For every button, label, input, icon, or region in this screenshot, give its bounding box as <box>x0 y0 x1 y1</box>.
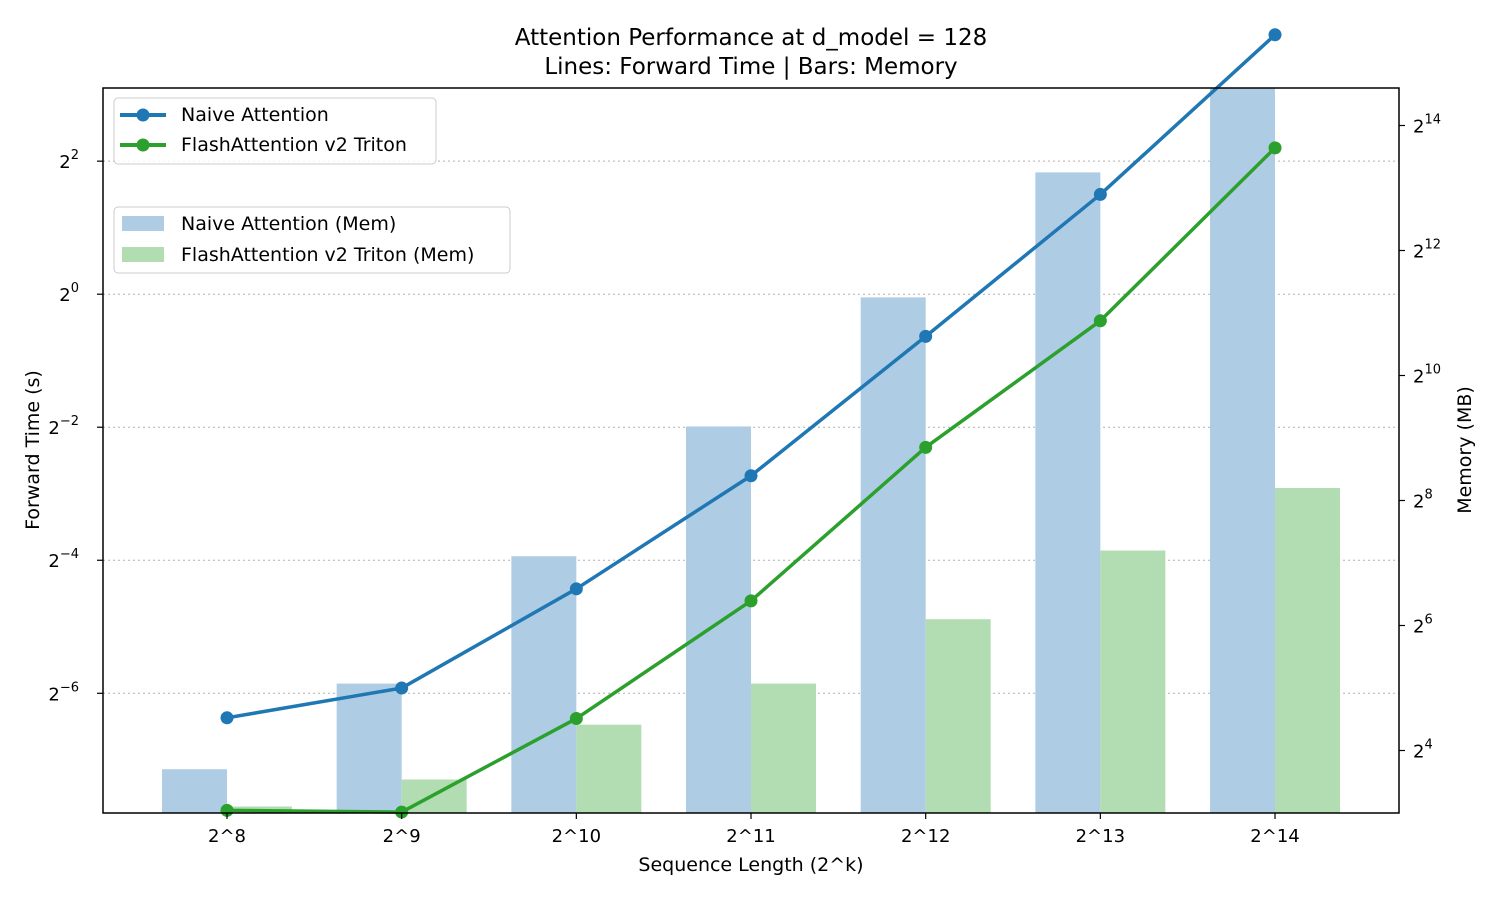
grid-lines <box>103 160 1399 694</box>
legend-label-flash-mem: FlashAttention v2 Triton (Mem) <box>181 244 474 266</box>
legend-marker-naive <box>136 108 150 122</box>
right-axis-title: Memory (MB) <box>1454 386 1476 514</box>
bar-naive-mem <box>1035 172 1101 813</box>
x-tick-label: 2^8 <box>208 826 246 847</box>
right-tick-label: 214 <box>1413 113 1441 138</box>
memory-bars <box>162 88 1341 813</box>
x-tick-label: 2^14 <box>1250 826 1299 847</box>
legend-label-naive-mem: Naive Attention (Mem) <box>181 213 396 235</box>
x-tick-label: 2^13 <box>1076 826 1125 847</box>
point-flash <box>1268 141 1282 155</box>
left-tick-label: 20 <box>59 281 79 306</box>
line-legend-box <box>113 97 437 165</box>
point-naive <box>395 681 409 695</box>
left-tick-label: 22 <box>59 148 79 173</box>
legend-label-flash: FlashAttention v2 Triton <box>181 134 407 156</box>
bar-naive-mem <box>1210 88 1276 813</box>
point-naive <box>1093 187 1107 201</box>
point-naive <box>569 582 583 596</box>
right-tick-label: 26 <box>1413 613 1433 638</box>
left-axis-ticks: 2−6 2−4 2−2 20 22 <box>48 148 103 705</box>
legend-swatch-flash-mem <box>122 247 164 262</box>
point-flash <box>1093 314 1107 328</box>
left-tick-label: 2−2 <box>48 414 79 439</box>
point-flash <box>744 594 758 608</box>
right-axis-ticks: 24 26 28 210 212 214 <box>1399 113 1441 763</box>
x-axis-title: Sequence Length (2^k) <box>638 854 863 876</box>
legend-marker-flash <box>136 138 150 152</box>
point-naive <box>744 469 758 483</box>
left-tick-label: 2−4 <box>48 547 79 572</box>
left-tick-label: 2−6 <box>48 680 79 705</box>
bar-flash-mem <box>925 619 991 813</box>
bar-flash-mem <box>1275 488 1341 813</box>
point-naive <box>1268 28 1282 42</box>
bar-naive-mem <box>686 426 752 813</box>
right-tick-label: 24 <box>1413 738 1433 763</box>
bar-legend: Naive Attention (Mem) FlashAttention v2 … <box>113 206 511 274</box>
bar-flash-mem <box>751 683 817 813</box>
x-tick-label: 2^10 <box>552 826 601 847</box>
right-tick-label: 210 <box>1413 363 1441 388</box>
point-flash <box>919 440 933 454</box>
x-axis-ticks: 2^8 2^9 2^10 2^11 2^12 2^13 2^14 <box>208 813 1300 847</box>
bar-legend-box <box>113 206 511 274</box>
legend-swatch-naive-mem <box>122 216 164 231</box>
bar-naive-mem <box>860 297 926 813</box>
point-flash <box>569 712 583 726</box>
bar-naive-mem <box>162 769 227 813</box>
bar-flash-mem <box>576 724 642 813</box>
right-tick-label: 28 <box>1413 488 1433 513</box>
right-tick-label: 212 <box>1413 238 1441 263</box>
point-flash <box>395 805 409 819</box>
x-tick-label: 2^12 <box>901 826 950 847</box>
point-naive <box>220 711 234 725</box>
x-tick-label: 2^9 <box>383 826 421 847</box>
left-axis-title: Forward Time (s) <box>22 370 44 530</box>
legend-label-naive: Naive Attention <box>181 104 329 126</box>
line-legend: Naive Attention FlashAttention v2 Triton <box>113 97 437 165</box>
point-naive <box>919 329 933 343</box>
bar-naive-mem <box>336 683 402 813</box>
chart-subtitle: Lines: Forward Time | Bars: Memory <box>544 54 957 80</box>
bar-flash-mem <box>1100 550 1166 813</box>
bar-naive-mem <box>511 556 577 813</box>
x-tick-label: 2^11 <box>726 826 775 847</box>
chart-title: Attention Performance at d_model = 128 <box>515 25 987 51</box>
